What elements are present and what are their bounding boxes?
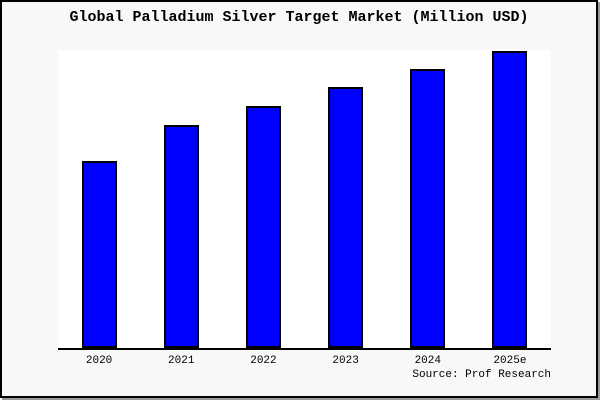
chart-title: Global Palladium Silver Target Market (M… — [69, 9, 529, 26]
bar-2024 — [410, 68, 446, 348]
bar-slot — [58, 50, 140, 348]
x-axis-label-2022: 2022 — [250, 355, 277, 367]
x-axis-labels: 2020 2021 2022 2023 2024 2025e — [58, 355, 551, 367]
plot-area — [58, 50, 551, 350]
bar-slot — [222, 50, 304, 348]
x-axis-label-2024: 2024 — [414, 355, 441, 367]
bar-slot — [387, 50, 469, 348]
bar-2022 — [245, 105, 281, 348]
bar-slot — [140, 50, 222, 348]
bar-2021 — [163, 124, 199, 348]
bar-slot — [305, 50, 387, 348]
x-axis-label-2021: 2021 — [168, 355, 195, 367]
source-credit: Source: Prof Research — [412, 369, 551, 381]
x-axis-label-2025e: 2025e — [493, 355, 527, 367]
x-axis-label-2020: 2020 — [85, 355, 113, 367]
bar-slot — [469, 50, 551, 348]
bar-2020 — [81, 161, 117, 348]
x-axis-label-2023: 2023 — [332, 355, 359, 367]
bars — [58, 50, 551, 348]
bar-2025e — [492, 50, 528, 348]
bar-2023 — [328, 86, 364, 348]
